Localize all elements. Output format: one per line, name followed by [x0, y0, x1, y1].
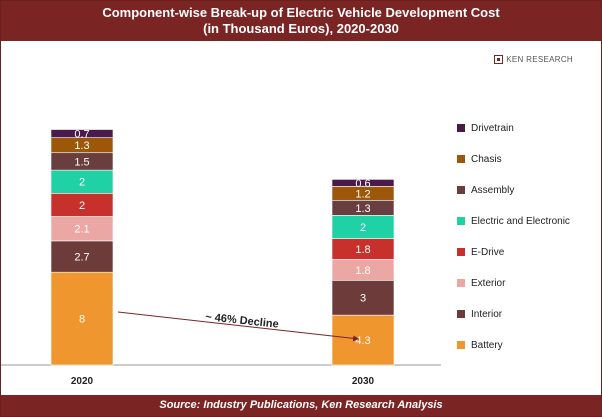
- legend-label: Interior: [471, 308, 503, 320]
- bar-segment-battery-2020: [50, 271, 114, 366]
- legend-swatch: [457, 310, 465, 318]
- legend-item: Electric and Electronic: [457, 214, 570, 228]
- legend-label: Drivetrain: [471, 122, 514, 134]
- legend-item: Exterior: [457, 276, 505, 290]
- data-label: 1.5: [74, 156, 89, 168]
- legend-label: Chasis: [471, 153, 502, 165]
- data-label: 8: [79, 314, 85, 326]
- legend-swatch: [457, 217, 465, 225]
- legend-label: Electric and Electronic: [471, 215, 570, 227]
- legend-label: Battery: [471, 339, 503, 351]
- legend-label: Assembly: [471, 184, 515, 196]
- chart-header: Component-wise Break-up of Electric Vehi…: [1, 1, 601, 41]
- stacked-bar-chart: 82.72.1221.51.30.720204.331.81.821.31.20…: [1, 129, 441, 387]
- bar-segment-interior-2030: [331, 280, 395, 316]
- legend-swatch: [457, 248, 465, 256]
- data-label: 2: [360, 222, 366, 234]
- data-label: 2.7: [74, 252, 89, 264]
- bar-segment-drivetrain-2030: [331, 179, 395, 187]
- legend-swatch: [457, 341, 465, 349]
- legend-swatch: [457, 155, 465, 163]
- data-label: 1.3: [74, 140, 89, 152]
- data-label: 1.3: [355, 203, 370, 215]
- legend-item: Assembly: [457, 183, 514, 197]
- decline-arrow: [117, 311, 360, 342]
- legend-item: Interior: [457, 307, 502, 321]
- logo-mark-icon: [494, 55, 504, 64]
- data-label: 2.1: [74, 224, 89, 236]
- legend-label: E-Drive: [471, 246, 505, 258]
- data-label: 2: [79, 177, 85, 189]
- decline-annotation: ~ 46% Decline: [205, 311, 280, 331]
- data-label: 4.3: [355, 335, 370, 347]
- logo-text: KEN RESEARCH: [506, 55, 573, 64]
- data-label: 0.6: [355, 178, 370, 190]
- legend-item: E-Drive: [457, 245, 504, 259]
- ken-research-logo: KEN RESEARCH: [494, 55, 573, 64]
- bar-segment-drivetrain-2020: [50, 129, 114, 138]
- legend-label: Exterior: [471, 277, 506, 289]
- legend-swatch: [457, 124, 465, 132]
- data-label: 3: [360, 293, 366, 305]
- data-label: 1.8: [355, 244, 370, 256]
- chart-title-line1: Component-wise Break-up of Electric Vehi…: [102, 5, 500, 20]
- x-tick-label: 2020: [71, 376, 94, 387]
- data-label: 2: [79, 200, 85, 212]
- data-label: 0.7: [74, 129, 89, 141]
- legend-item: Battery: [457, 338, 503, 352]
- legend-item: Drivetrain: [457, 121, 514, 135]
- bar-segment-battery-2030: [331, 314, 395, 366]
- source-footer: Source: Industry Publications, Ken Resea…: [1, 395, 601, 416]
- legend-item: Chasis: [457, 152, 502, 166]
- legend-swatch: [457, 186, 465, 194]
- data-label: 1.8: [355, 265, 370, 277]
- chart-title-line2: (in Thousand Euros), 2020-2030: [203, 21, 399, 36]
- legend-swatch: [457, 279, 465, 287]
- x-tick-label: 2030: [352, 376, 375, 387]
- data-label: 1.2: [355, 188, 370, 200]
